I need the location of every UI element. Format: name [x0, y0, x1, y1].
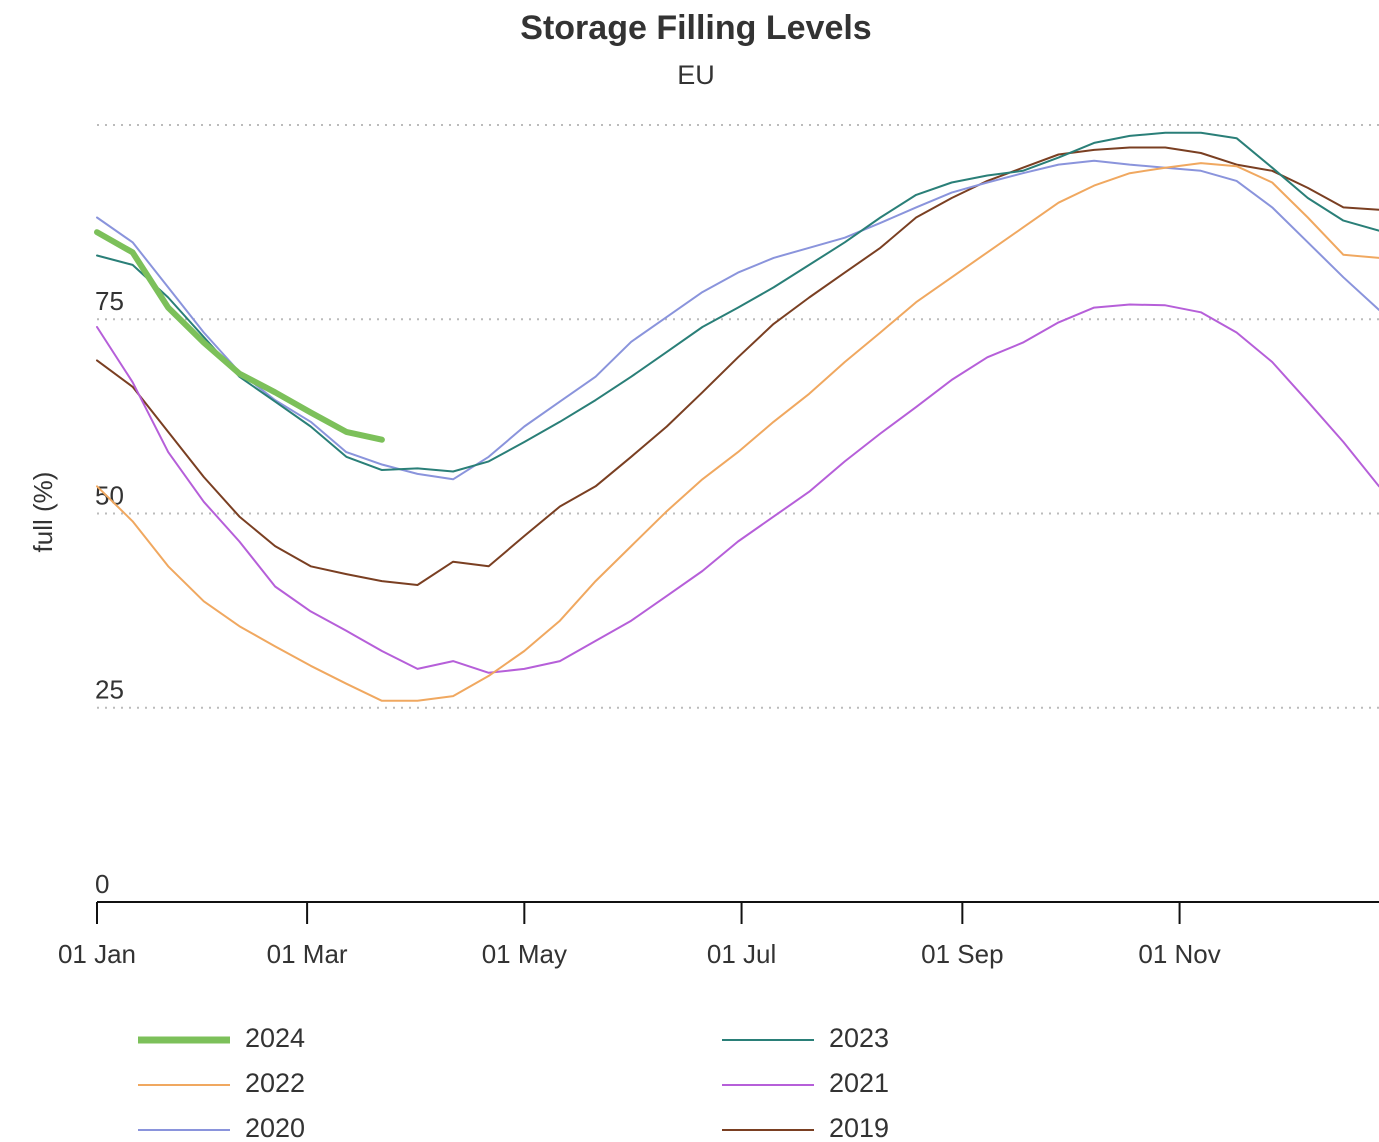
series-line — [96, 146, 1379, 586]
series-line — [96, 162, 1379, 702]
y-tick-label: 0 — [95, 869, 109, 899]
legend-label: 2020 — [245, 1113, 305, 1142]
legend-label: 2024 — [245, 1023, 305, 1053]
y-tick-label: 25 — [95, 675, 124, 705]
x-tick-label: 01 Mar — [267, 939, 348, 969]
legend-label: 2019 — [829, 1113, 889, 1142]
chart-subtitle: EU — [677, 60, 715, 90]
y-tick-label: 75 — [95, 286, 124, 316]
legend-label: 2021 — [829, 1068, 889, 1098]
x-tick-label: 01 Nov — [1138, 939, 1220, 969]
x-tick-label: 01 Sep — [921, 939, 1003, 969]
x-tick-label: 01 Jan — [58, 939, 136, 969]
legend-label: 2022 — [245, 1068, 305, 1098]
series-line — [96, 131, 1379, 473]
chart-title: Storage Filling Levels — [520, 9, 871, 47]
x-tick-label: 01 May — [482, 939, 567, 969]
legend-label: 2023 — [829, 1023, 889, 1053]
series-line — [94, 229, 385, 443]
x-tick-label: 01 Jul — [707, 939, 776, 969]
y-axis-label: full (%) — [28, 472, 58, 553]
series-line — [96, 303, 1379, 674]
y-tick-label: 50 — [95, 480, 124, 510]
